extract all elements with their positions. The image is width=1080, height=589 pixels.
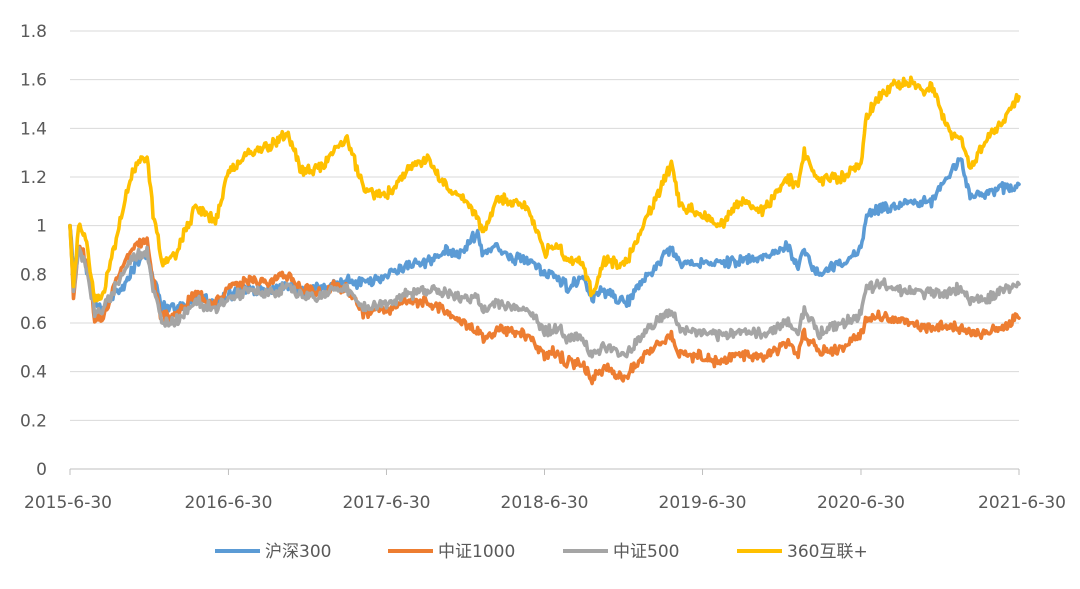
legend-item: 沪深300 bbox=[215, 542, 331, 562]
series-lines bbox=[68, 75, 1021, 386]
grid-lines bbox=[70, 30, 1019, 421]
y-tick-label: 1.4 bbox=[20, 119, 47, 139]
series-line-3 bbox=[68, 223, 1021, 359]
y-tick-label: 0.2 bbox=[20, 411, 47, 431]
y-tick-label: 1.8 bbox=[20, 22, 47, 42]
x-tick-label: 2016-6-30 bbox=[184, 493, 272, 513]
series-line-1 bbox=[68, 157, 1021, 314]
x-tick-label: 2017-6-30 bbox=[342, 493, 430, 513]
y-tick-label: 1 bbox=[36, 217, 47, 237]
y-tick-label: 0.8 bbox=[20, 265, 47, 285]
legend-label: 沪深300 bbox=[265, 542, 331, 562]
x-tick-label: 2015-6-30 bbox=[24, 493, 112, 513]
legend-item: 中证500 bbox=[563, 542, 679, 562]
series-line-2 bbox=[68, 223, 1021, 386]
y-tick-label: 0 bbox=[36, 460, 47, 480]
y-tick-label: 0.4 bbox=[20, 363, 47, 383]
legend-label: 中证1000 bbox=[438, 542, 515, 562]
x-axis bbox=[69, 468, 1020, 475]
x-axis-tick-labels: 2015-6-30 2016-6-30 2017-6-30 2018-6-30 2019… bbox=[24, 493, 1066, 513]
legend-item: 360互联+ bbox=[737, 542, 868, 562]
y-tick-label: 1.2 bbox=[20, 168, 47, 188]
x-tick-label: 2018-6-30 bbox=[501, 493, 589, 513]
legend-label: 中证500 bbox=[613, 542, 679, 562]
x-tick-label: 2019-6-30 bbox=[659, 493, 747, 513]
y-tick-label: 0.6 bbox=[20, 314, 47, 334]
y-tick-label: 1.6 bbox=[20, 71, 47, 91]
x-tick-label: 2021-6-30 bbox=[978, 493, 1066, 513]
series-line-4 bbox=[68, 75, 1021, 303]
legend-label: 360互联+ bbox=[787, 542, 868, 562]
legend: 沪深300 中证1000 中证500 360互联+ bbox=[215, 542, 868, 562]
y-axis-tick-labels: 0 0.2 0.4 0.6 0.8 1 1.2 1.4 1.6 1.8 bbox=[20, 22, 47, 480]
legend-item: 中证1000 bbox=[388, 542, 515, 562]
x-tick-label: 2020-6-30 bbox=[817, 493, 905, 513]
